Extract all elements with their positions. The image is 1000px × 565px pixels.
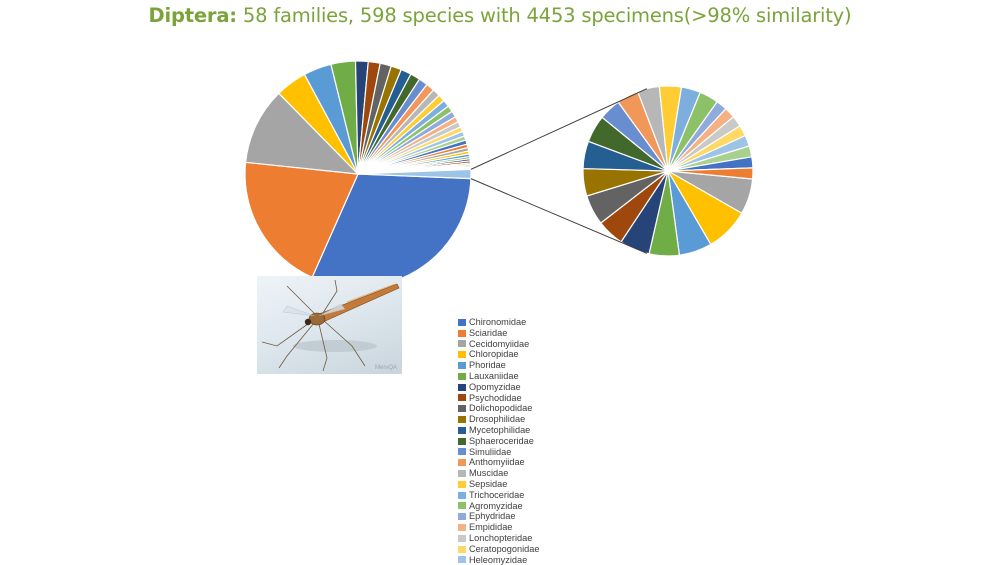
legend-label: Dolichopodidae: [469, 403, 533, 414]
legend-label: Lauxaniidae: [469, 370, 519, 381]
legend-label: Mycetophilidae: [469, 424, 531, 435]
legend-label: Agromyzidae: [469, 500, 523, 511]
legend-item: Dolichopodidae: [458, 403, 618, 414]
legend-item: Opomyzidae: [458, 382, 618, 393]
legend-swatch: [458, 524, 466, 532]
legend-label: Chironomidae: [469, 317, 527, 327]
legend-item: Agromyzidae: [458, 501, 618, 512]
legend-label: Simuliidae: [469, 446, 512, 457]
legend-swatch: [458, 545, 466, 553]
legend-label: Phoridae: [469, 360, 506, 371]
legend-swatch: [458, 362, 466, 370]
legend-swatch: [458, 459, 466, 467]
legend-item: Chloropidae: [458, 349, 618, 360]
legend-item: Mycetophilidae: [458, 425, 618, 436]
connector-line-bottom: [470, 178, 648, 254]
legend-swatch: [458, 556, 466, 564]
chart-legend: Chironomidae Sciaridae Cecidomyiidae Chloro…: [458, 317, 618, 565]
legend-label: Psychodidae: [469, 392, 522, 403]
pie-slice: [244, 161, 359, 279]
legend-label: Sciaridae: [469, 327, 508, 338]
legend-swatch: [458, 534, 466, 542]
legend-swatch: [458, 513, 466, 521]
legend-swatch: [458, 405, 466, 413]
legend-label: Heleomyzidae: [469, 554, 528, 565]
legend-swatch: [458, 437, 466, 445]
legend-label: Trichoceridae: [469, 489, 525, 500]
legend-item: Lauxaniidae: [458, 371, 618, 382]
insect-illustration: [261, 279, 400, 372]
chart-title: Diptera: 58 families, 598 species with 4…: [0, 4, 1000, 27]
legend-swatch: [458, 416, 466, 424]
legend-swatch: [458, 394, 466, 402]
legend-swatch: [458, 426, 466, 434]
pie-slice: [244, 92, 360, 175]
legend-swatch: [458, 448, 466, 456]
legend-item: Anthomyiidae: [458, 457, 618, 468]
legend-label: Drosophilidae: [469, 414, 526, 425]
title-rest: 58 families, 598 species with 4453 speci…: [236, 4, 852, 27]
secondary-pie: [582, 85, 754, 257]
legend-item: Phoridae: [458, 360, 618, 371]
legend-swatch: [458, 491, 466, 499]
legend-swatch: [458, 502, 466, 510]
photo-credit: MervQA: [374, 365, 397, 371]
legend-swatch: [458, 318, 466, 326]
legend-item: Sepsidae: [458, 479, 618, 490]
crane-fly-photo: MervQA: [257, 276, 402, 374]
legend-item: Drosophilidae: [458, 414, 618, 425]
legend-item: Sphaeroceridae: [458, 436, 618, 447]
legend-label: Lonchopteridae: [469, 532, 533, 543]
pie-connectors: [470, 88, 648, 254]
legend-swatch: [458, 383, 466, 391]
legend-swatch: [458, 470, 466, 478]
legend-item: Ephydridae: [458, 511, 618, 522]
legend-label: Empididae: [469, 522, 513, 533]
main-pie: [244, 60, 472, 288]
legend-item: Muscidae: [458, 468, 618, 479]
legend-label: Sphaeroceridae: [469, 435, 534, 446]
legend-item: Trichoceridae: [458, 490, 618, 501]
legend-swatch: [458, 329, 466, 337]
pie-slice-other: [357, 168, 472, 180]
legend-label: Ceratopogonidae: [469, 543, 540, 554]
legend-label: Chloropidae: [469, 349, 519, 360]
legend-item: Lonchopteridae: [458, 533, 618, 544]
legend-swatch: [458, 480, 466, 488]
legend-label: Opomyzidae: [469, 381, 521, 392]
legend-item: Empididae: [458, 522, 618, 533]
legend-label: Cecidomyiidae: [469, 338, 530, 349]
legend-swatch: [458, 351, 466, 359]
legend-item: Ceratopogonidae: [458, 544, 618, 555]
legend-item: Heleomyzidae: [458, 555, 618, 565]
legend-label: Sepsidae: [469, 478, 508, 489]
legend-item: Chironomidae: [458, 317, 618, 328]
legend-label: Muscidae: [469, 468, 509, 479]
legend-item: Psychodidae: [458, 393, 618, 404]
legend-swatch: [458, 372, 466, 380]
secondary-pie-slice: [667, 167, 754, 180]
legend-item: Simuliidae: [458, 447, 618, 458]
legend-label: Anthomyiidae: [469, 457, 525, 468]
legend-item: Cecidomyiidae: [458, 339, 618, 350]
legend-item: Sciaridae: [458, 328, 618, 339]
title-bold: Diptera:: [148, 4, 238, 27]
connector-line-top: [470, 88, 648, 170]
legend-label: Ephydridae: [469, 511, 516, 522]
legend-swatch: [458, 340, 466, 348]
